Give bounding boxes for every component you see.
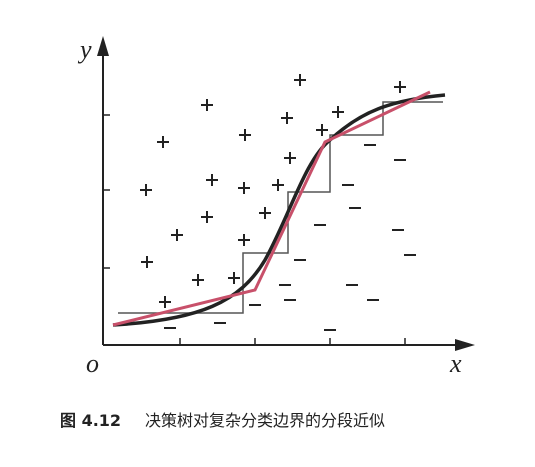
- tree-boundary: [118, 101, 443, 314]
- x-label: x: [449, 349, 462, 378]
- true-boundary: [112, 93, 446, 327]
- origin-label: o: [86, 349, 99, 378]
- axes: [102, 48, 463, 346]
- markers: [140, 74, 416, 331]
- y-label: y: [77, 35, 92, 64]
- caption-text: 决策树对复杂分类边界的分段近似: [145, 411, 385, 430]
- ticks: [103, 114, 406, 345]
- piecewise-boundary: [112, 90, 431, 327]
- x-arrow: [455, 339, 475, 351]
- caption-label: 图 4.12: [60, 411, 121, 430]
- y-arrow: [97, 36, 109, 56]
